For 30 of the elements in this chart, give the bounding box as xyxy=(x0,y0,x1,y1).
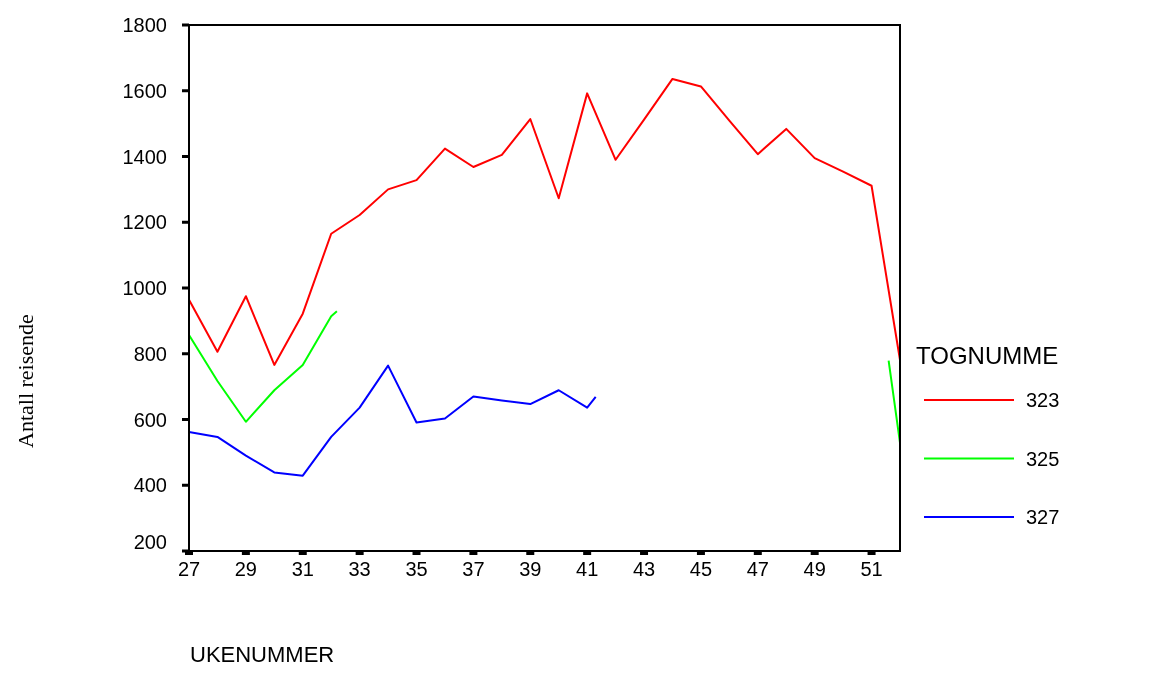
x-tick-label: 45 xyxy=(689,558,713,580)
y-tick-label: 1200 xyxy=(122,211,167,234)
y-tick-label: 1600 xyxy=(122,79,167,102)
line-series xyxy=(188,364,597,477)
x-tick-label: 31 xyxy=(291,558,314,580)
y-tick-label: 1400 xyxy=(122,145,167,168)
x-tick-label: 39 xyxy=(519,558,542,580)
x-tick-label: 29 xyxy=(234,558,258,580)
x-tick-label: 37 xyxy=(462,558,485,580)
y-tick-label: 400 xyxy=(133,474,167,497)
x-tick-label: 41 xyxy=(576,558,599,580)
y-tick-label: 1000 xyxy=(122,277,167,299)
x-tick-label: 35 xyxy=(405,558,428,580)
x-tick-label: 43 xyxy=(632,558,656,580)
x-tick-label: 27 xyxy=(177,558,201,580)
legend-label: 325 xyxy=(1026,447,1060,470)
legend-label: 323 xyxy=(1026,389,1060,411)
x-tick-label: 49 xyxy=(803,558,826,580)
y-tick-label: 1800 xyxy=(122,14,167,36)
y-tick-label: 600 xyxy=(133,408,167,431)
x-tick-label: 51 xyxy=(860,558,883,580)
x-axis-title: UKENUMMER xyxy=(190,642,335,667)
x-tick-label: 33 xyxy=(348,558,371,580)
y-axis-title: Antall reisende xyxy=(13,314,38,448)
x-tick-label: 47 xyxy=(746,558,769,580)
y-tick-label: 200 xyxy=(133,531,167,553)
legend-title: TOGNUMME xyxy=(916,342,1059,369)
legend-label: 327 xyxy=(1026,506,1060,528)
line-series xyxy=(188,77,901,366)
y-tick-label: 800 xyxy=(133,342,167,365)
